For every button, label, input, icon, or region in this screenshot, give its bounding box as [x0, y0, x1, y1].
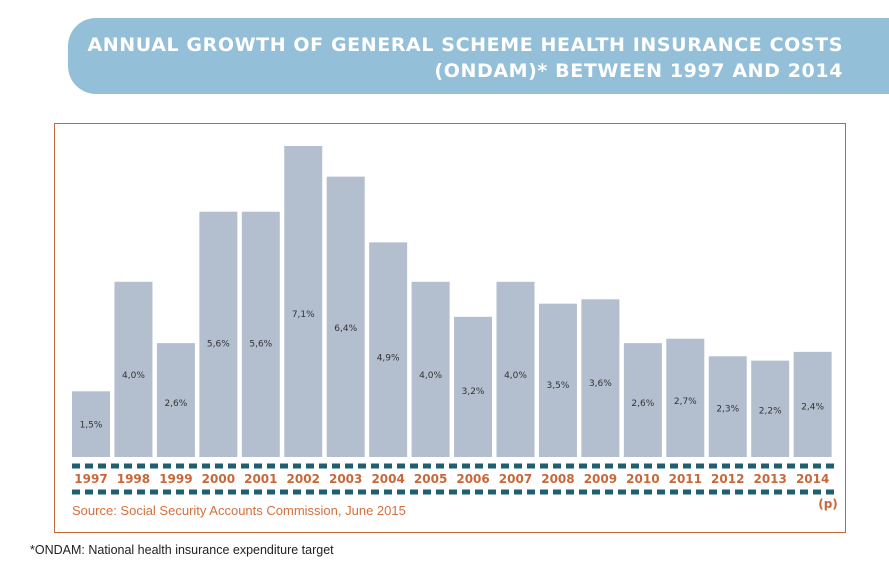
value-label-2010: 2,6% — [631, 399, 654, 409]
year-label-2010: 2010 — [626, 472, 659, 486]
value-label-2001: 5,6% — [249, 340, 272, 350]
value-label-2006: 3,2% — [462, 387, 485, 397]
bar-1998 — [114, 281, 153, 457]
footnote: *ONDAM: National health insurance expend… — [30, 543, 334, 557]
year-label-2014: 2014 — [796, 472, 829, 486]
year-label-2012: 2012 — [711, 472, 744, 486]
bar-2011 — [666, 338, 705, 457]
value-label-1999: 2,6% — [164, 399, 187, 409]
value-label-2002: 7,1% — [292, 310, 315, 320]
value-label-2005: 4,0% — [419, 371, 442, 381]
year-label-1999: 1999 — [159, 472, 192, 486]
year-label-2004: 2004 — [371, 472, 404, 486]
year-label-2001: 2001 — [244, 472, 277, 486]
chart-frame — [54, 123, 846, 533]
value-label-2007: 4,0% — [504, 371, 527, 381]
year-label-1998: 1998 — [117, 472, 150, 486]
chart-title-line-2: (ONDAM)* BETWEEN 1997 AND 2014 — [434, 60, 843, 82]
value-label-2012: 2,3% — [716, 405, 739, 415]
year-label-2009: 2009 — [584, 472, 617, 486]
year-label-2007: 2007 — [499, 472, 532, 486]
value-label-2014: 2,4% — [801, 403, 824, 413]
year-label-2008: 2008 — [541, 472, 574, 486]
bar-2000 — [199, 211, 238, 457]
bar-2001 — [241, 211, 280, 457]
year-label-2013: 2013 — [753, 472, 786, 486]
source-note: Source: Social Security Accounts Commiss… — [72, 503, 406, 518]
value-label-1997: 1,5% — [80, 420, 103, 430]
value-label-1998: 4,0% — [122, 371, 145, 381]
provisional-annotation: (p) — [818, 497, 838, 511]
bar-2003 — [326, 176, 365, 457]
value-label-2011: 2,7% — [674, 397, 697, 407]
title-banner: ANNUAL GROWTH OF GENERAL SCHEME HEALTH I… — [68, 18, 889, 94]
year-label-2006: 2006 — [456, 472, 489, 486]
bar-2010 — [623, 343, 662, 457]
bar-2013 — [751, 360, 790, 457]
value-label-2004: 4,9% — [377, 353, 400, 363]
bar-2008 — [538, 303, 577, 457]
value-label-2000: 5,6% — [207, 340, 230, 350]
bar-2009 — [581, 299, 620, 457]
bar-2006 — [454, 316, 493, 457]
value-label-2003: 6,4% — [334, 324, 357, 334]
bar-2007 — [496, 281, 535, 457]
bar-2014 — [793, 351, 832, 457]
value-label-2013: 2,2% — [759, 407, 782, 417]
bar-1997 — [72, 391, 110, 457]
year-label-2003: 2003 — [329, 472, 362, 486]
bar-2004 — [369, 242, 408, 457]
bar-2002 — [284, 146, 323, 457]
value-label-2008: 3,5% — [547, 381, 570, 391]
bar-1999 — [156, 343, 195, 457]
bar-2005 — [411, 281, 450, 457]
year-label-2002: 2002 — [287, 472, 320, 486]
bar-2012 — [708, 356, 747, 457]
year-label-1997: 1997 — [74, 472, 107, 486]
value-label-2009: 3,6% — [589, 379, 612, 389]
year-label-2011: 2011 — [669, 472, 702, 486]
year-label-2000: 2000 — [202, 472, 235, 486]
year-label-2005: 2005 — [414, 472, 447, 486]
chart-title-line-1: ANNUAL GROWTH OF GENERAL SCHEME HEALTH I… — [87, 34, 843, 56]
